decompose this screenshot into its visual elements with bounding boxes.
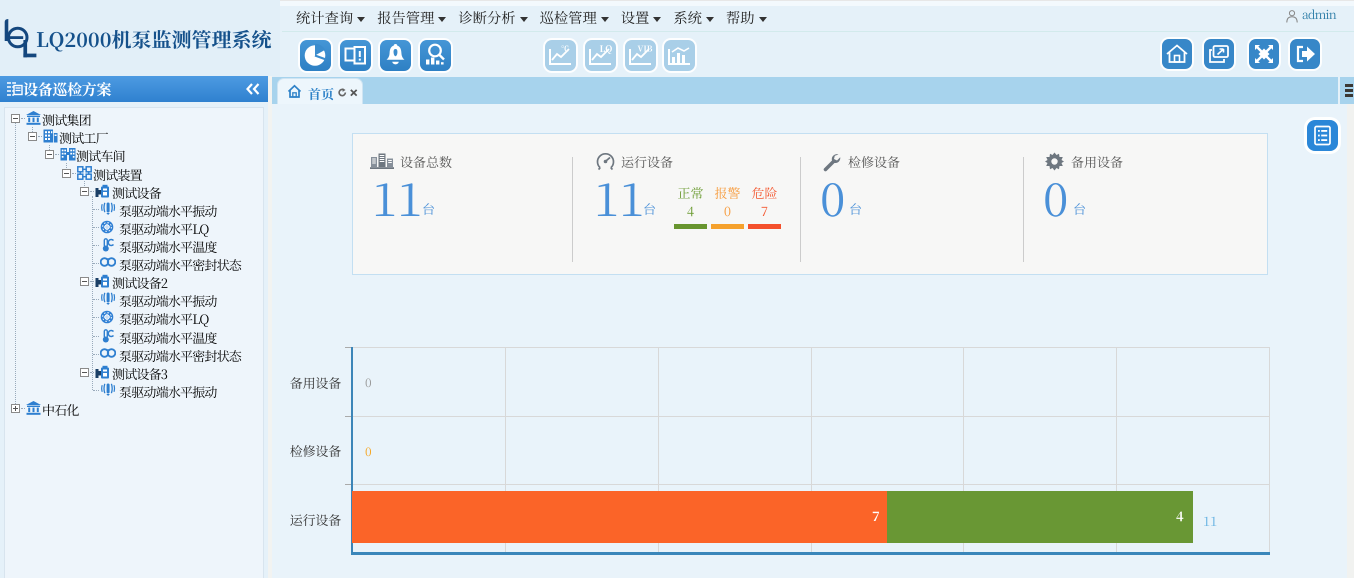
- svg-text:VIB: VIB: [638, 44, 653, 55]
- svg-text:℃: ℃: [561, 44, 569, 55]
- svg-text:LQ: LQ: [600, 42, 613, 55]
